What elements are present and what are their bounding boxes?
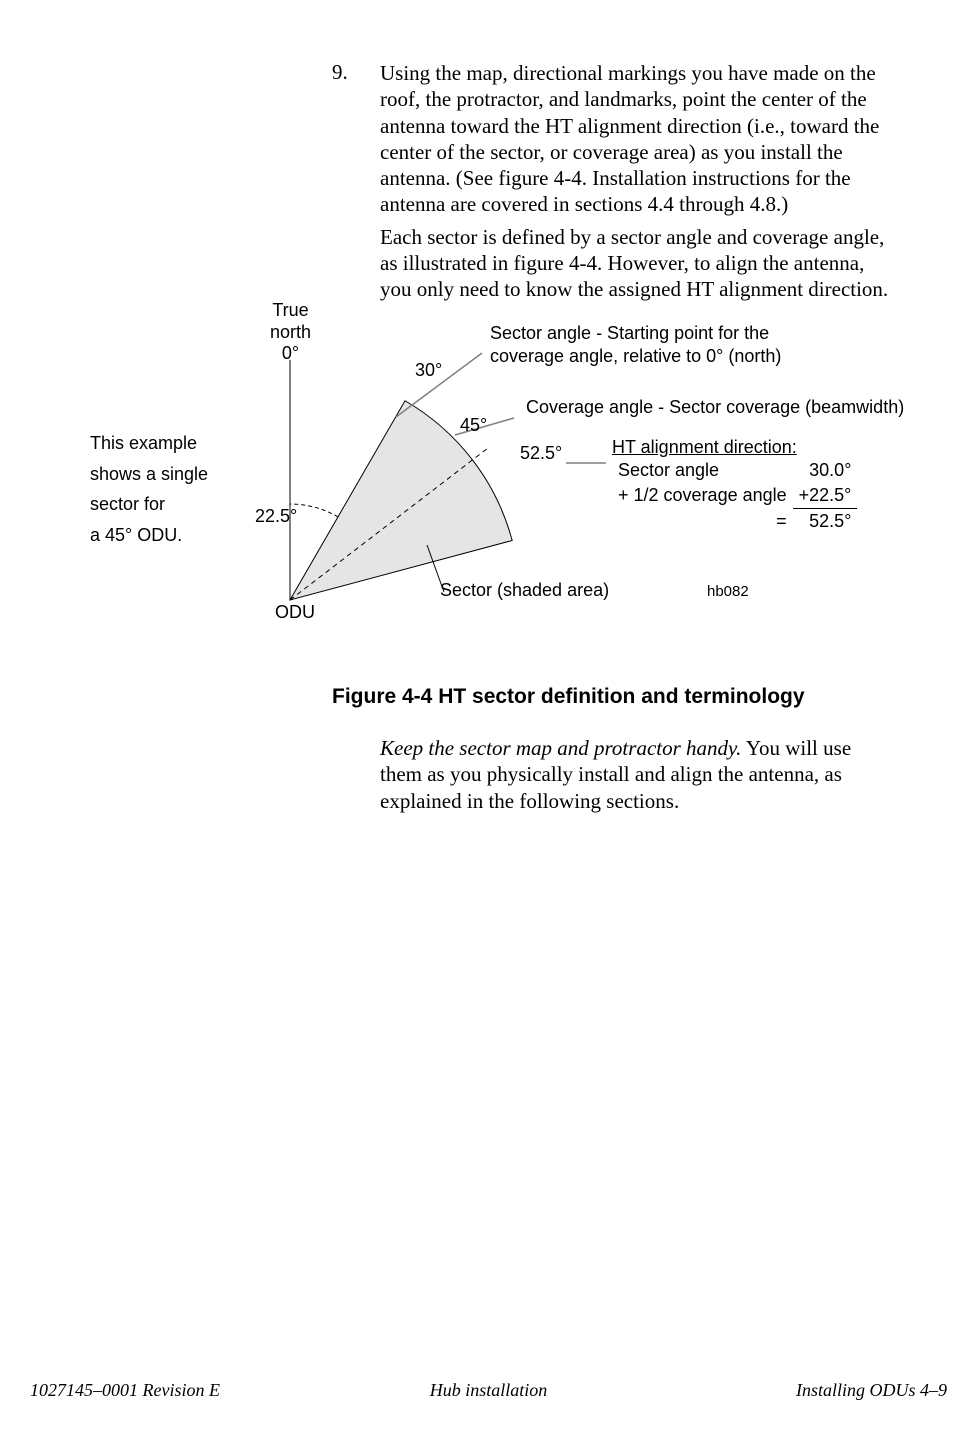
step-body: Using the map, directional markings you … <box>380 60 900 308</box>
odu-label: ODU <box>275 602 315 623</box>
page: 9. Using the map, directional markings y… <box>0 0 977 1429</box>
angle-52-5-label: 52.5° <box>520 443 562 464</box>
sector-angle-text: Sector angle - Starting point for the co… <box>490 322 810 367</box>
sector-diagram: True north 0° This example shows a singl… <box>90 300 910 660</box>
calc-row1-val: 30.0° <box>793 458 858 483</box>
calc-row2-label: + 1/2 coverage angle <box>612 483 793 509</box>
ht-calc-table: Sector angle 30.0° + 1/2 coverage angle … <box>612 458 857 534</box>
ht-label: HT alignment direction: <box>612 437 797 457</box>
step-para2: Each sector is defined by a sector angle… <box>380 224 900 303</box>
example-note: This example shows a single sector for a… <box>90 428 208 550</box>
calc-row2-val: +22.5° <box>793 483 858 509</box>
calc-eq: = <box>612 509 793 535</box>
ht-calc-block: HT alignment direction: Sector angle 30.… <box>612 437 857 534</box>
angle-30-label: 30° <box>415 360 442 381</box>
angle-45-label: 45° <box>460 415 487 436</box>
coverage-angle-text: Coverage angle - Sector coverage (beamwi… <box>526 397 926 418</box>
figure-caption: Figure 4-4 HT sector definition and term… <box>332 685 805 709</box>
keep-italic: Keep the sector map and protractor handy… <box>380 736 741 760</box>
step-para1: Using the map, directional markings you … <box>380 60 900 218</box>
step-number: 9. <box>332 60 348 85</box>
calc-row3-val: 52.5° <box>793 509 858 535</box>
footer-right: Installing ODUs 4–9 <box>796 1380 947 1401</box>
sector-shaded-label: Sector (shaded area) <box>440 580 609 601</box>
diagram-ref-id: hb082 <box>707 583 749 600</box>
calc-row1-label: Sector angle <box>612 458 793 483</box>
keep-text: Keep the sector map and protractor handy… <box>380 735 890 814</box>
angle-22-5-label: 22.5° <box>255 506 297 527</box>
